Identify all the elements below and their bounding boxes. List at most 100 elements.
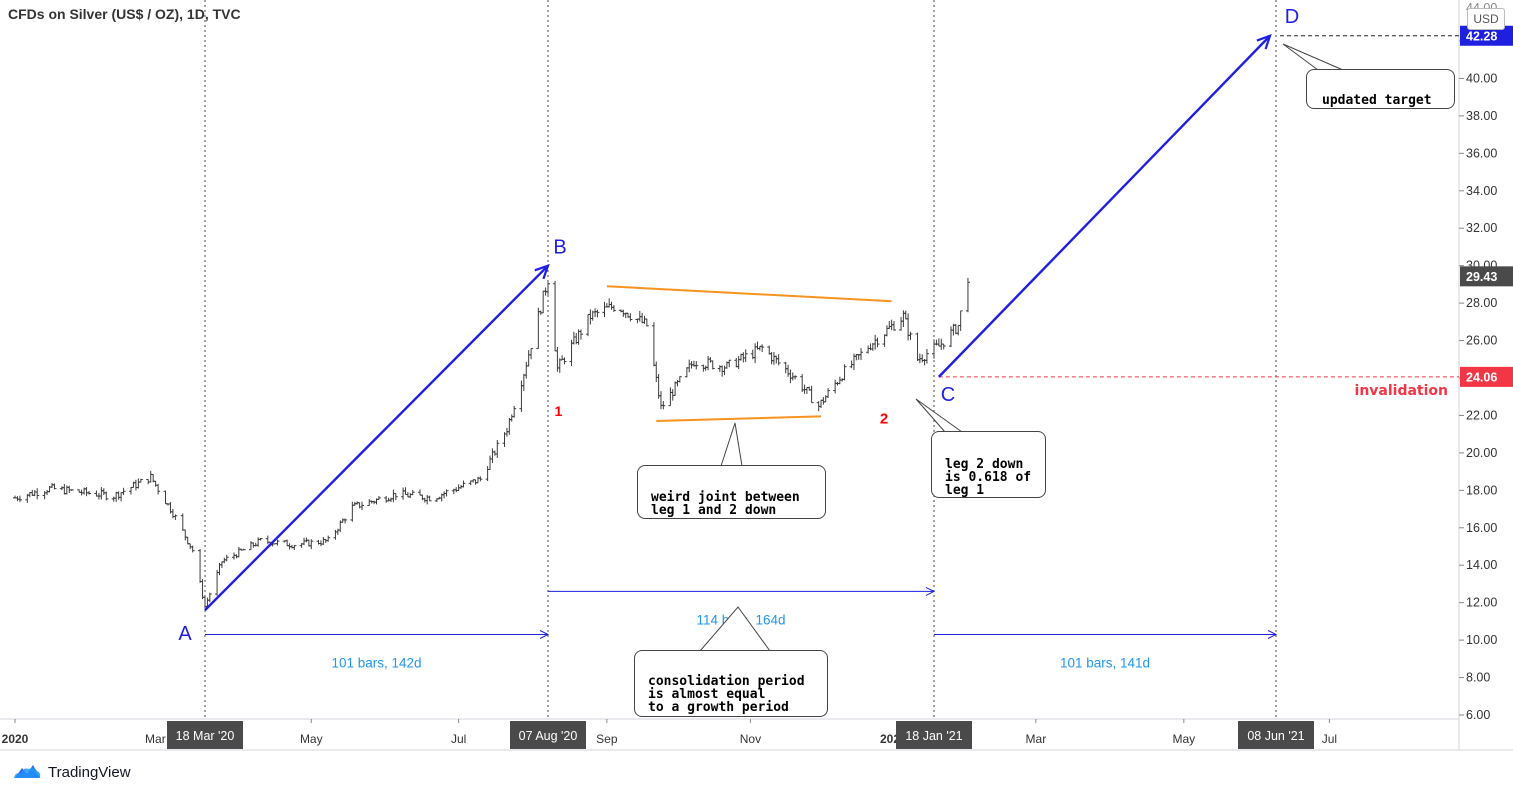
- currency-selector[interactable]: USD: [1467, 8, 1505, 30]
- callout-updated-target: updated target: [1306, 69, 1455, 109]
- price-bar: [121, 487, 126, 496]
- target-price-label: 42.28: [1466, 29, 1497, 43]
- wave-label-d: D: [1285, 6, 1299, 28]
- price-bar: [628, 313, 633, 322]
- price-bar: [595, 309, 600, 318]
- price-bar: [958, 310, 963, 331]
- price-bar: [478, 476, 483, 482]
- y-tick-label: 26.00: [1466, 334, 1497, 348]
- price-bar: [578, 329, 583, 340]
- callout-consolidation-text: consolidation period is almost equal to …: [648, 674, 805, 715]
- y-tick-label: 40.00: [1466, 71, 1497, 85]
- price-bar: [207, 592, 212, 603]
- price-bar: [908, 331, 913, 340]
- price-bar: [360, 501, 365, 511]
- current-price-tag: [1460, 266, 1513, 287]
- wave-label-a: A: [178, 623, 192, 645]
- y-tick-label: 16.00: [1466, 521, 1497, 535]
- y-tick-label: 20.00: [1466, 446, 1497, 460]
- callout-tail-consolidation: [699, 606, 771, 652]
- price-bar: [173, 514, 178, 520]
- price-bar: [35, 488, 40, 500]
- y-tick-label: 10.00: [1466, 633, 1497, 647]
- price-bar: [644, 318, 649, 327]
- price-bar: [809, 385, 814, 404]
- price-bar: [495, 440, 500, 458]
- price-bar: [842, 364, 847, 381]
- price-bar: [258, 537, 263, 541]
- date-tag-label: 07 Aug '20: [519, 729, 578, 743]
- projection-line: [204, 264, 549, 612]
- y-tick-label: 18.00: [1466, 483, 1497, 497]
- date-tag-label: 18 Mar '20: [176, 729, 235, 743]
- price-bar: [512, 405, 517, 418]
- callout-leg2-ratio-text: leg 2 down is 0.618 of leg 1: [945, 457, 1032, 498]
- price-bar: [694, 361, 699, 370]
- projection-arrowhead: [534, 263, 550, 280]
- y-tick-label: 8.00: [1466, 671, 1490, 685]
- projection-arrowhead: [1256, 33, 1272, 50]
- price-bars: [13, 277, 970, 609]
- price-bar: [461, 480, 466, 488]
- date-tag: [510, 721, 586, 749]
- date-tag-label: 18 Jan '21: [905, 729, 962, 743]
- channel-line: [606, 285, 892, 303]
- y-axis: 6.00 8.00 10.00 12.00 14.00 16.00 18.00 20.00 22…: [1459, 1, 1497, 722]
- invalidation-label: invalidation: [1355, 383, 1448, 399]
- target-price-tag: [1460, 25, 1513, 46]
- x-tick-label: May: [1172, 732, 1195, 746]
- projection-line: [937, 34, 1271, 378]
- y-tick-label: 36.00: [1466, 146, 1497, 160]
- callout-consolidation: consolidation period is almost equal to …: [634, 650, 828, 717]
- price-bar: [677, 376, 682, 383]
- price-bar: [190, 545, 195, 553]
- price-bar: [875, 337, 880, 348]
- callout-updated-target-text: updated target: [1322, 93, 1432, 108]
- y-tick-label: 32.00: [1466, 221, 1497, 235]
- callout-tail-weird-joint: [720, 422, 743, 467]
- measurement-arrowhead: [1267, 630, 1278, 639]
- price-bar: [104, 491, 109, 501]
- price-bar: [393, 492, 398, 501]
- callout-weird-joint-text: weird joint between leg 1 and 2 down: [651, 490, 800, 518]
- measurement-arrowhead: [539, 630, 550, 639]
- price-bar: [52, 483, 57, 490]
- callout-tail-updated-target: [1282, 43, 1344, 71]
- price-bar: [17, 495, 22, 503]
- measurement-label: 101 bars, 142d: [331, 655, 421, 670]
- x-tick-label: Jul: [451, 732, 466, 746]
- date-tag: [167, 721, 243, 749]
- price-bar: [727, 359, 732, 368]
- channel-line: [656, 415, 822, 423]
- x-tick-label: Mar: [145, 732, 166, 746]
- price-bar: [326, 535, 331, 542]
- price-bar: [924, 349, 929, 364]
- date-tag: [1238, 721, 1314, 749]
- price-bar: [710, 360, 715, 370]
- tradingview-label: TradingView: [48, 763, 131, 781]
- price-bar: [309, 539, 314, 550]
- x-tick-label: Sep: [596, 732, 618, 746]
- price-bar: [87, 491, 92, 495]
- price-bar: [224, 554, 229, 562]
- wave-label-b: B: [553, 237, 566, 259]
- x-tick-label: Mar: [1026, 732, 1047, 746]
- price-bar: [292, 544, 297, 551]
- tradingview-logo[interactable]: TradingView: [12, 762, 131, 782]
- callout-weird-joint: weird joint between leg 1 and 2 down: [637, 465, 826, 519]
- callout-tail-leg2-ratio: [915, 398, 963, 433]
- price-bar: [965, 277, 970, 313]
- y-tick-label: 28.00: [1466, 296, 1497, 310]
- price-bar: [562, 357, 567, 365]
- price-bar: [776, 354, 781, 366]
- y-tick-label: 14.00: [1466, 558, 1497, 572]
- wave-label-2: 2: [880, 411, 888, 428]
- current-price-label: 29.43: [1466, 270, 1497, 284]
- callout-leg2-ratio: leg 2 down is 0.618 of leg 1: [931, 431, 1046, 498]
- y-tick-label: 6.00: [1466, 708, 1490, 722]
- price-bar: [743, 349, 748, 362]
- price-bar: [760, 344, 765, 353]
- price-bar: [275, 539, 280, 546]
- tradingview-cloud-icon: [14, 765, 41, 778]
- date-tag: [896, 721, 972, 749]
